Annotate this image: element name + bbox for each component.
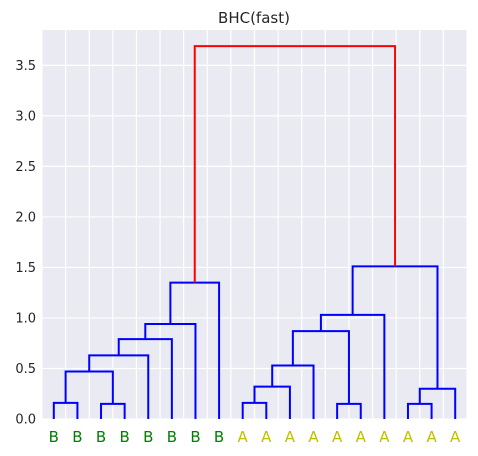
leaf-label: B: [96, 428, 106, 446]
leaf-label: B: [143, 428, 153, 446]
leaf-label: A: [403, 428, 414, 446]
leaf-label: B: [167, 428, 177, 446]
y-tick-label: 1.0: [15, 311, 36, 326]
cluster-link: [52, 401, 79, 419]
leaf-label: A: [356, 428, 367, 446]
leaf-label: A: [285, 428, 296, 446]
cluster-link: [319, 313, 386, 419]
leaf-label: B: [49, 428, 59, 446]
root-link: [193, 45, 397, 283]
leaf-label: A: [261, 428, 272, 446]
leaf-label: B: [214, 428, 224, 446]
leaf-label: B: [190, 428, 200, 446]
y-tick-label: 0.0: [15, 413, 36, 428]
leaf-label: A: [332, 428, 343, 446]
leaf-label: A: [426, 428, 437, 446]
y-tick-label: 2.5: [15, 160, 36, 175]
y-axis-ticks: 0.0 0.5 1.0 1.5 2.0 2.5 3.0 3.5: [15, 59, 36, 428]
y-tick-label: 2.0: [15, 210, 36, 225]
y-tick-label: 1.5: [15, 261, 36, 276]
dendrogram-links: [52, 45, 457, 419]
leaf-label: B: [119, 428, 129, 446]
y-tick-label: 3.5: [15, 59, 36, 74]
leaf-label: A: [238, 428, 249, 446]
leaf-label: B: [72, 428, 82, 446]
grid-lines: [41, 30, 468, 420]
cluster-link: [64, 370, 114, 404]
cluster-link: [253, 385, 291, 419]
chart-title: BHC(fast): [218, 9, 290, 27]
leaf-label: A: [450, 428, 461, 446]
y-tick-label: 3.0: [15, 109, 36, 124]
cluster-link: [241, 401, 268, 419]
leaf-label: A: [308, 428, 319, 446]
y-tick-label: 0.5: [15, 362, 36, 377]
leaf-label: A: [379, 428, 390, 446]
